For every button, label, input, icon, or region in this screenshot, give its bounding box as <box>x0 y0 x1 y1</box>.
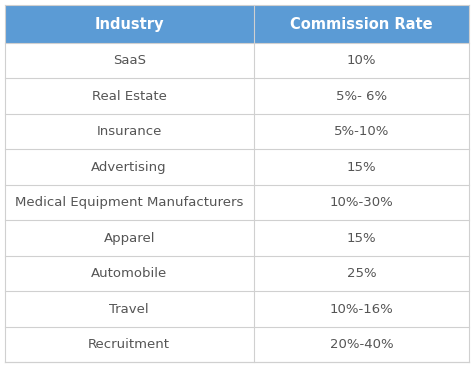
Text: 15%: 15% <box>346 232 376 244</box>
Text: SaaS: SaaS <box>113 54 146 67</box>
Bar <box>5 185 469 220</box>
Bar <box>5 291 469 327</box>
Text: 15%: 15% <box>346 161 376 173</box>
Bar <box>5 327 469 362</box>
Text: Commission Rate: Commission Rate <box>290 17 433 32</box>
Text: 5%-10%: 5%-10% <box>334 125 389 138</box>
Text: Medical Equipment Manufacturers: Medical Equipment Manufacturers <box>15 196 243 209</box>
Text: 5%- 6%: 5%- 6% <box>336 90 387 103</box>
Bar <box>5 220 469 256</box>
Text: 10%-16%: 10%-16% <box>329 303 393 315</box>
Text: Industry: Industry <box>94 17 164 32</box>
Text: Automobile: Automobile <box>91 267 167 280</box>
Text: Real Estate: Real Estate <box>92 90 166 103</box>
Bar <box>5 256 469 291</box>
Bar <box>5 78 469 114</box>
Text: 20%-40%: 20%-40% <box>329 338 393 351</box>
Text: Travel: Travel <box>109 303 149 315</box>
Text: Insurance: Insurance <box>97 125 162 138</box>
Text: Advertising: Advertising <box>91 161 167 173</box>
Bar <box>5 5 469 43</box>
Text: Apparel: Apparel <box>103 232 155 244</box>
Text: 25%: 25% <box>346 267 376 280</box>
Text: 10%: 10% <box>346 54 376 67</box>
Text: 10%-30%: 10%-30% <box>329 196 393 209</box>
Bar <box>5 114 469 149</box>
Text: Recruitment: Recruitment <box>88 338 170 351</box>
Bar <box>5 149 469 185</box>
Bar <box>5 43 469 78</box>
